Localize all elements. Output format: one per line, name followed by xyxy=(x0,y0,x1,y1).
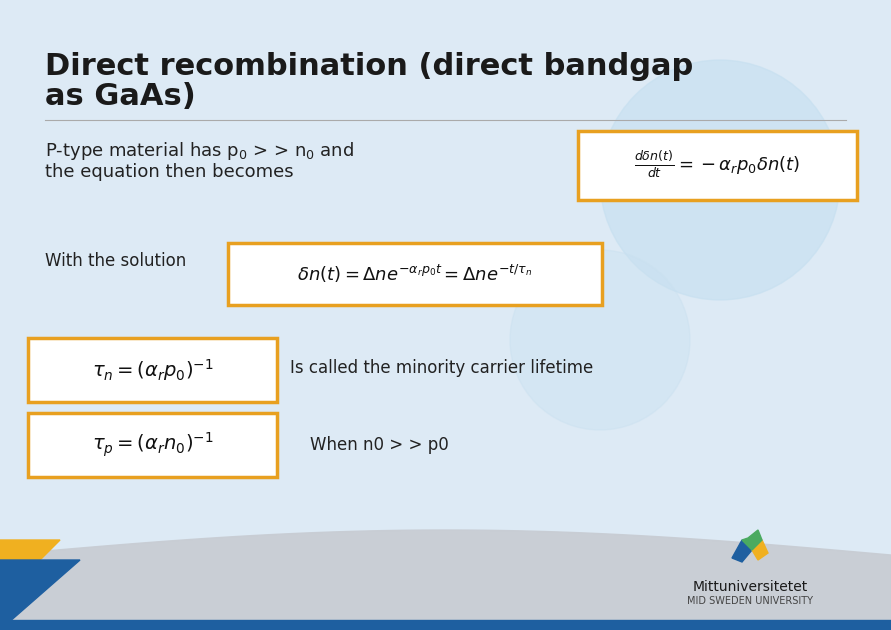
Polygon shape xyxy=(0,540,60,600)
Text: MID SWEDEN UNIVERSITY: MID SWEDEN UNIVERSITY xyxy=(687,596,813,606)
Polygon shape xyxy=(0,620,891,630)
Circle shape xyxy=(510,250,690,430)
Text: When n0 > > p0: When n0 > > p0 xyxy=(310,436,449,454)
Polygon shape xyxy=(0,560,80,630)
FancyBboxPatch shape xyxy=(28,338,277,402)
Text: Direct recombination (direct bandgap: Direct recombination (direct bandgap xyxy=(45,52,693,81)
Text: $\tau_n = (\alpha_r p_0)^{-1}$: $\tau_n = (\alpha_r p_0)^{-1}$ xyxy=(92,357,213,383)
Polygon shape xyxy=(742,530,762,550)
Text: Is called the minority carrier lifetime: Is called the minority carrier lifetime xyxy=(290,359,593,377)
FancyBboxPatch shape xyxy=(228,243,602,305)
Text: $\tau_p = (\alpha_r n_0)^{-1}$: $\tau_p = (\alpha_r n_0)^{-1}$ xyxy=(92,431,213,459)
Polygon shape xyxy=(752,540,768,560)
Polygon shape xyxy=(732,540,752,562)
Text: With the solution: With the solution xyxy=(45,252,186,270)
FancyBboxPatch shape xyxy=(578,131,857,200)
Text: as GaAs): as GaAs) xyxy=(45,82,196,111)
Polygon shape xyxy=(0,530,891,630)
Text: P-type material has p$_0$ > > n$_0$ and: P-type material has p$_0$ > > n$_0$ and xyxy=(45,140,354,162)
Text: the equation then becomes: the equation then becomes xyxy=(45,163,294,181)
Text: $\delta n(t) = \Delta n e^{-\alpha_r p_0 t} = \Delta n e^{-t/\tau_n}$: $\delta n(t) = \Delta n e^{-\alpha_r p_0… xyxy=(298,263,533,285)
Circle shape xyxy=(600,60,840,300)
Text: $\frac{d\delta n(t)}{dt} = -\alpha_r p_0 \delta n(t)$: $\frac{d\delta n(t)}{dt} = -\alpha_r p_0… xyxy=(634,150,801,181)
FancyBboxPatch shape xyxy=(28,413,277,477)
Text: Mittuniversitetet: Mittuniversitetet xyxy=(692,580,807,594)
